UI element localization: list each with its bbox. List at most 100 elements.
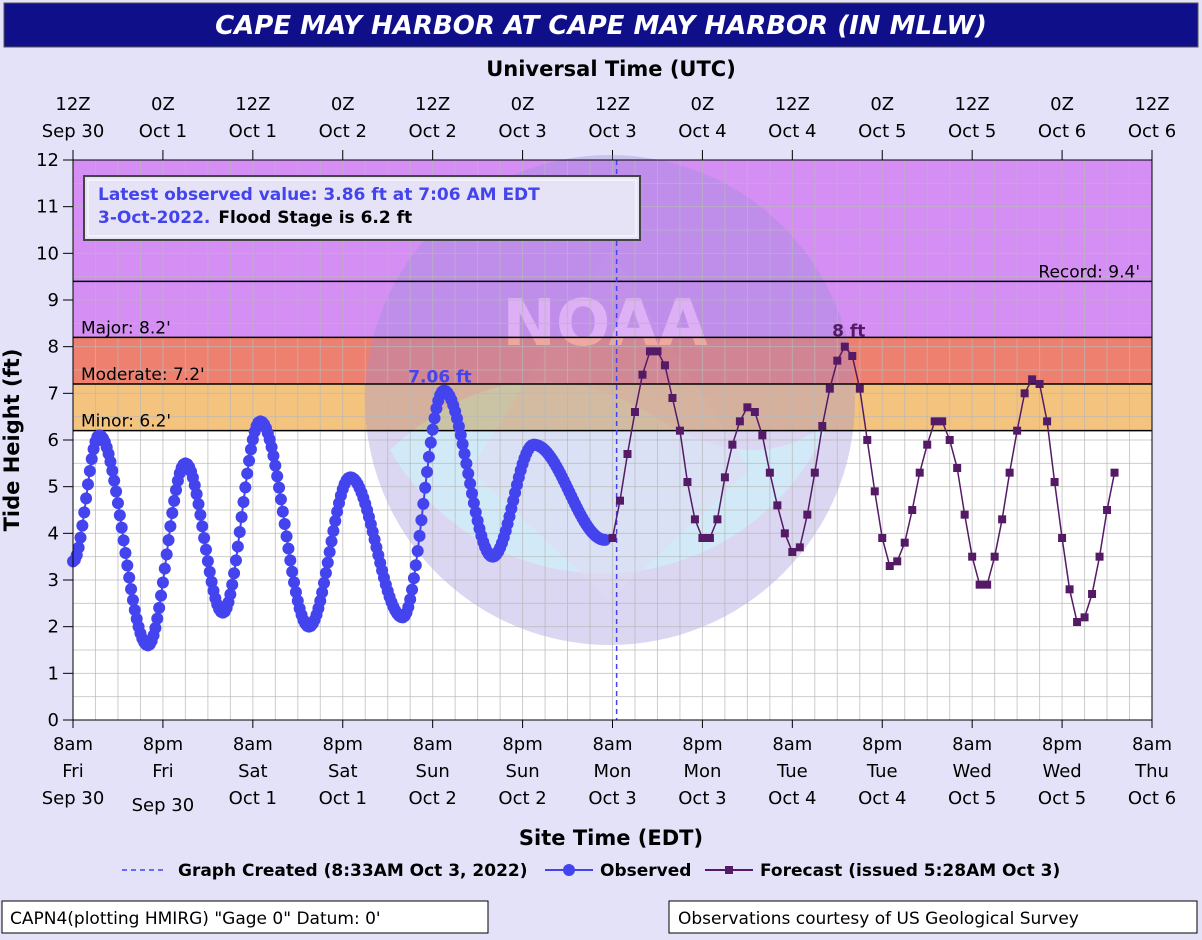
observed-point [419, 481, 432, 494]
observed-point [85, 453, 98, 466]
bottom-tick-day: Wed [953, 761, 992, 782]
observed-point [464, 477, 477, 490]
forecast-point [1095, 552, 1104, 561]
observed-point [421, 465, 434, 478]
bottom-tick-time: 8pm [502, 734, 542, 755]
observed-point [194, 508, 207, 521]
y-tick-label: 6 [48, 430, 59, 451]
legend-forecast-marker [725, 866, 733, 874]
bottom-tick-day: Wed [1042, 761, 1081, 782]
observed-point [113, 509, 126, 522]
forecast-point [690, 515, 699, 524]
observed-point [188, 479, 201, 492]
top-tick-time: 12Z [1134, 94, 1169, 115]
observed-series [67, 384, 612, 652]
bottom-tick-day: Mon [594, 761, 632, 782]
y-tick-label: 2 [48, 617, 59, 638]
forecast-point [945, 436, 954, 444]
legend: Graph Created (8:33AM Oct 3, 2022) Obser… [122, 861, 1060, 881]
observed-point [409, 559, 422, 572]
observed-point [422, 450, 435, 463]
forecast-point [1058, 534, 1067, 542]
observed-point [104, 455, 117, 468]
y-tick-label: 7 [48, 383, 59, 404]
y-tick-label: 0 [48, 710, 59, 731]
forecast-point [608, 534, 617, 542]
forecast-point [803, 510, 812, 519]
bottom-tick-date: Oct 3 [678, 788, 726, 809]
bottom-tick-day: Sat [238, 761, 268, 782]
top-tick-date: Sep 30 [42, 121, 105, 142]
forecast-point [923, 440, 932, 449]
bottom-tick-time: 8am [952, 734, 992, 755]
forecast-point [660, 361, 669, 370]
top-tick-date: Oct 1 [139, 121, 187, 142]
observed-point [123, 571, 136, 584]
forecast-point [743, 403, 752, 412]
top-tick-time: 12Z [955, 94, 990, 115]
observed-point [198, 532, 211, 544]
forecast-point [795, 543, 804, 552]
bottom-tick-date: Oct 3 [588, 788, 636, 809]
forecast-point [720, 473, 729, 482]
top-tick-date: Oct 2 [409, 121, 457, 142]
observed-point [81, 478, 94, 491]
forecast-point [960, 510, 969, 519]
observed-point [462, 467, 475, 480]
y-tick-label: 4 [48, 523, 59, 544]
bottom-tick-time: 8am [772, 734, 812, 755]
bottom-tick-time: 8am [1132, 734, 1172, 755]
forecast-point [983, 580, 992, 589]
forecast-series [608, 342, 1119, 626]
latest-value-box-frame [83, 175, 641, 241]
observed-point [286, 565, 299, 578]
legend-observed-marker [563, 864, 575, 876]
forecast-peak-label: 8 ft [832, 322, 865, 342]
observed-point [80, 492, 93, 505]
record-label: Record: 9.4' [1038, 262, 1140, 282]
y-tick-label: 10 [36, 243, 59, 264]
legend-created-label: Graph Created (8:33AM Oct 3, 2022) [178, 861, 528, 881]
top-tick-time: 0Z [1050, 94, 1074, 115]
forecast-point [953, 464, 962, 472]
bottom-tick-date: Sep 30 [42, 788, 105, 809]
forecast-point [878, 534, 887, 542]
observed-point [460, 457, 473, 470]
observed-point [282, 542, 295, 555]
footer-credit-box [668, 900, 1198, 934]
chart-title: CAPE MAY HARBOR AT CAPE MAY HARBOR (IN M… [215, 11, 987, 41]
observed-point [241, 467, 254, 480]
flood-stage-lines: Minor: 6.2' Moderate: 7.2' Major: 8.2' Reco… [73, 262, 1152, 432]
forecast-point [810, 468, 819, 477]
forecast-point [855, 384, 864, 393]
bottom-tick-day: Fri [62, 761, 83, 782]
observed-peak-label: 7.06 ft [408, 368, 471, 388]
forecast-point [623, 450, 632, 458]
bottom-tick-day: Fri [152, 761, 173, 782]
bottom-tick-date: Oct 5 [1038, 788, 1086, 809]
footer-datum-text: CAPN4(plotting HMIRG) "Gage 0" Datum: 0' [10, 909, 381, 929]
observed-point [115, 521, 128, 534]
observed-point [327, 524, 340, 537]
forecast-point [683, 478, 692, 486]
top-tick-time: 12Z [595, 94, 630, 115]
forecast-point [675, 426, 684, 435]
observed-point [325, 535, 338, 548]
y-axis-label: Tide Height (ft) [0, 349, 24, 532]
forecast-point [728, 440, 737, 449]
legend-observed-label: Observed [600, 861, 691, 881]
bottom-tick-time: 8pm [143, 734, 183, 755]
forecast-point [893, 557, 902, 566]
observed-point [323, 546, 336, 558]
observed-point [239, 481, 252, 494]
forecast-point [930, 417, 939, 426]
observed-point [108, 474, 121, 487]
observed-point [233, 525, 246, 538]
forecast-point [1073, 618, 1082, 626]
bottom-tick-date: Oct 6 [1128, 788, 1176, 809]
forecast-point [938, 417, 947, 426]
observed-point [424, 436, 437, 449]
forecast-point [1013, 426, 1022, 435]
forecast-point [1043, 417, 1052, 426]
